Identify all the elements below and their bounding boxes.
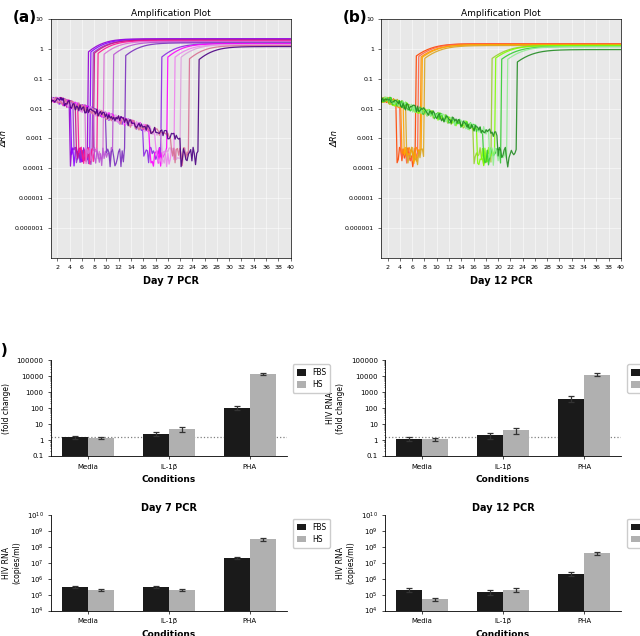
Bar bbox=[396, 439, 422, 636]
X-axis label: Conditions: Conditions bbox=[142, 630, 196, 636]
Bar bbox=[62, 587, 88, 636]
Bar bbox=[422, 600, 448, 636]
X-axis label: Conditions: Conditions bbox=[476, 475, 530, 484]
Bar bbox=[396, 590, 422, 636]
Y-axis label: HIV RNA
(fold change): HIV RNA (fold change) bbox=[0, 383, 11, 434]
Bar bbox=[250, 539, 276, 636]
Title: Day 12 PCR: Day 12 PCR bbox=[472, 503, 534, 513]
Title: Day 7 PCR: Day 7 PCR bbox=[141, 503, 197, 513]
Y-axis label: ΔRn: ΔRn bbox=[0, 130, 9, 147]
Y-axis label: HIV RNA
(copies/ml): HIV RNA (copies/ml) bbox=[336, 541, 355, 584]
X-axis label: Day 12 PCR: Day 12 PCR bbox=[470, 276, 532, 286]
X-axis label: Conditions: Conditions bbox=[142, 475, 196, 484]
Bar bbox=[422, 439, 448, 636]
Bar bbox=[503, 431, 529, 636]
Text: (c): (c) bbox=[0, 343, 8, 358]
Legend: FBS, HS: FBS, HS bbox=[292, 519, 330, 548]
Bar bbox=[477, 592, 503, 636]
Bar bbox=[224, 408, 250, 636]
Bar bbox=[88, 438, 114, 636]
Bar bbox=[143, 434, 169, 636]
Text: (a): (a) bbox=[13, 10, 37, 25]
Y-axis label: ΔRn: ΔRn bbox=[330, 130, 339, 147]
Bar bbox=[558, 399, 584, 636]
Bar bbox=[224, 558, 250, 636]
Bar bbox=[169, 590, 195, 636]
Legend: FBS, HS: FBS, HS bbox=[627, 364, 640, 393]
Legend: FBS, HS: FBS, HS bbox=[292, 364, 330, 393]
Bar bbox=[503, 590, 529, 636]
Text: (b): (b) bbox=[343, 10, 368, 25]
Bar bbox=[584, 375, 610, 636]
Bar bbox=[88, 590, 114, 636]
Y-axis label: HIV RNA
(fold change): HIV RNA (fold change) bbox=[326, 383, 345, 434]
Bar bbox=[558, 574, 584, 636]
Bar bbox=[250, 374, 276, 636]
Legend: FBS, HS: FBS, HS bbox=[627, 519, 640, 548]
X-axis label: Conditions: Conditions bbox=[476, 630, 530, 636]
Title: Amplification Plot: Amplification Plot bbox=[131, 10, 211, 18]
Title: Amplification Plot: Amplification Plot bbox=[461, 10, 541, 18]
X-axis label: Day 7 PCR: Day 7 PCR bbox=[143, 276, 199, 286]
Bar bbox=[169, 429, 195, 636]
Bar bbox=[584, 553, 610, 636]
Bar bbox=[477, 435, 503, 636]
Bar bbox=[143, 587, 169, 636]
Y-axis label: HIV RNA
(copies/ml): HIV RNA (copies/ml) bbox=[2, 541, 21, 584]
Bar bbox=[62, 437, 88, 636]
